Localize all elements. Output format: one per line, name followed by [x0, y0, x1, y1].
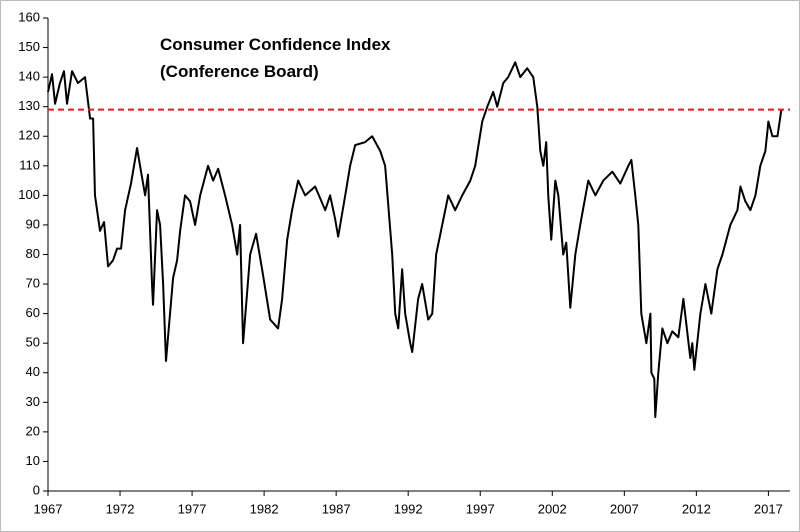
- y-tick-label: 50: [26, 335, 40, 350]
- x-tick-label: 1977: [178, 501, 207, 516]
- y-tick-label: 10: [26, 453, 40, 468]
- y-tick-label: 90: [26, 216, 40, 231]
- y-tick-label: 120: [18, 128, 40, 143]
- x-tick-label: 2012: [682, 501, 711, 516]
- y-tick-label: 20: [26, 423, 40, 438]
- chart-subtitle: (Conference Board): [160, 62, 319, 81]
- chart-title: Consumer Confidence Index: [160, 35, 391, 54]
- y-tick-label: 0: [33, 482, 40, 497]
- x-tick-label: 1972: [106, 501, 135, 516]
- x-tick-label: 2017: [754, 501, 783, 516]
- y-tick-label: 30: [26, 394, 40, 409]
- y-tick-label: 60: [26, 305, 40, 320]
- x-tick-label: 2002: [538, 501, 567, 516]
- y-tick-label: 150: [18, 39, 40, 54]
- y-tick-label: 70: [26, 276, 40, 291]
- y-tick-label: 140: [18, 69, 40, 84]
- x-tick-label: 1992: [394, 501, 423, 516]
- x-tick-label: 2007: [610, 501, 639, 516]
- x-tick-label: 1982: [250, 501, 279, 516]
- data-line: [47, 61, 783, 419]
- y-tick-label: 160: [18, 9, 40, 24]
- x-tick-label: 1987: [322, 501, 351, 516]
- x-tick-label: 1997: [466, 501, 495, 516]
- x-tick-label: 1967: [34, 501, 63, 516]
- y-tick-label: 80: [26, 246, 40, 261]
- y-tick-label: 110: [19, 157, 40, 172]
- y-tick-label: 100: [18, 187, 40, 202]
- y-tick-label: 40: [26, 364, 40, 379]
- y-tick-label: 130: [18, 98, 40, 113]
